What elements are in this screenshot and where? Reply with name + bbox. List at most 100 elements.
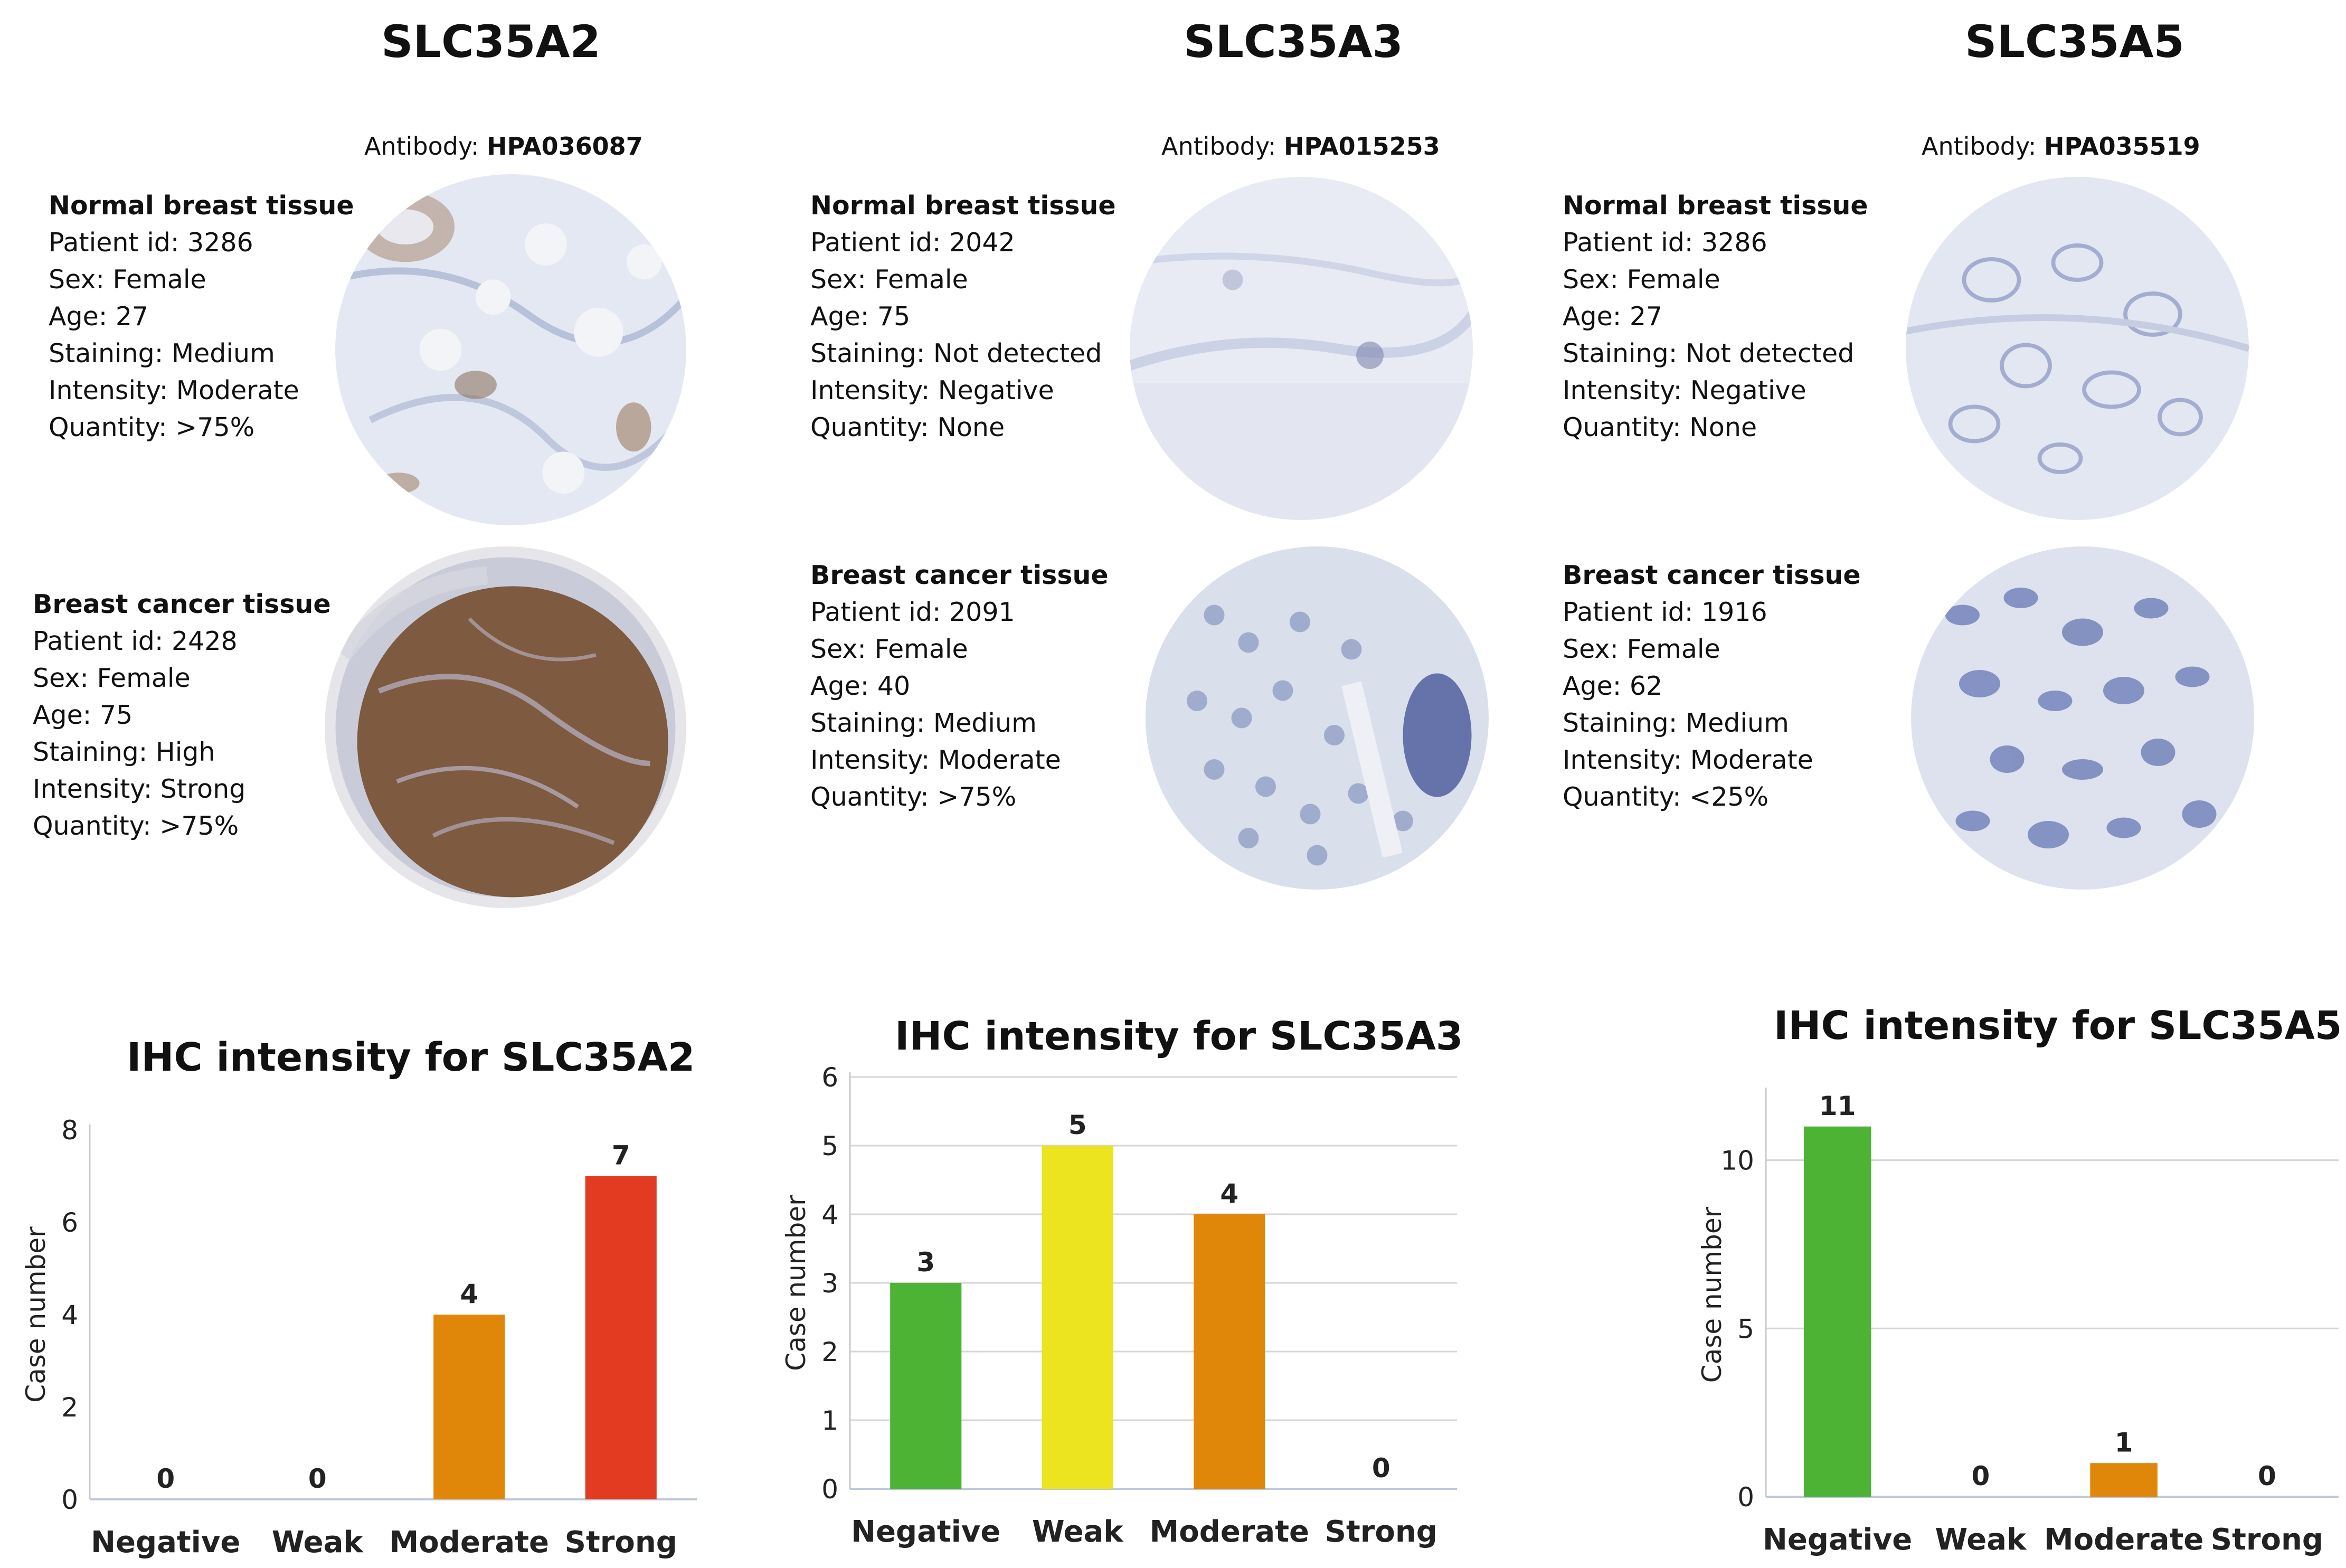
info-line: Age: 40 <box>810 671 911 701</box>
bar-strong <box>585 1176 657 1499</box>
y-tick-label: 10 <box>1720 1146 1754 1176</box>
y-tick-label: 1 <box>821 1405 838 1436</box>
bar-chart-slc35a3: 0 1 2 3 4 5 6 Case number 3 Negative 5 Weak 4 Moderat… <box>781 1062 1457 1549</box>
info-line: Sex: Female <box>1563 265 1720 295</box>
value-label: 3 <box>916 1247 935 1278</box>
y-axis-label: Case number <box>1697 1206 1727 1383</box>
info-line: Intensity: Negative <box>1563 375 1806 405</box>
info-line: Quantity: >75% <box>810 782 1017 812</box>
value-label: 0 <box>1971 1461 1990 1491</box>
x-tick-label: Moderate <box>390 1525 549 1560</box>
info-line: Sex: Female <box>1563 634 1720 664</box>
tissue-image-cancer-slc35a2 <box>325 546 686 908</box>
value-label: 11 <box>1819 1091 1856 1121</box>
antibody-id: HPA036087 <box>486 132 643 160</box>
value-label: 0 <box>1372 1453 1390 1484</box>
value-label: 0 <box>156 1463 175 1494</box>
bar-negative <box>890 1283 962 1489</box>
bar-weak <box>1042 1146 1113 1489</box>
value-label: 1 <box>2115 1427 2133 1458</box>
antibody-label: Antibody: <box>364 132 479 160</box>
tissue-image-normal-slc35a5 <box>1906 177 2249 520</box>
info-heading: Breast cancer tissue <box>33 589 331 619</box>
y-tick-label: 8 <box>61 1115 78 1146</box>
info-line: Patient id: 1916 <box>1563 597 1767 627</box>
info-line: Sex: Female <box>33 663 191 693</box>
value-label: 0 <box>308 1463 327 1494</box>
antibody-label: Antibody: <box>1161 132 1276 160</box>
info-line: Quantity: None <box>810 412 1005 442</box>
info-line: Age: 27 <box>1563 301 1663 332</box>
antibody-slc35a2: Antibody: HPA036087 <box>364 132 643 160</box>
gene-title-slc35a5: SLC35A5 <box>1964 16 2185 68</box>
x-tick-label: Negative <box>1763 1523 1912 1557</box>
antibody-label: Antibody: <box>1922 132 2037 160</box>
info-line: Patient id: 2428 <box>33 626 238 656</box>
info-line: Quantity: None <box>1563 412 1757 442</box>
value-label: 7 <box>612 1140 630 1171</box>
bar-chart-slc35a5: 0 5 10 Case number 11 Negative 0 Weak 1 Moderate 0… <box>1697 1088 2339 1557</box>
y-tick-label: 0 <box>61 1485 78 1515</box>
info-line: Intensity: Negative <box>810 375 1054 405</box>
bar-moderate <box>1194 1214 1265 1489</box>
x-tick-label: Weak <box>1935 1523 2027 1557</box>
info-heading: Breast cancer tissue <box>1563 560 1861 590</box>
bar-moderate <box>2090 1463 2158 1497</box>
y-tick-label: 4 <box>821 1199 838 1230</box>
info-line: Age: 75 <box>810 301 911 332</box>
y-tick-label: 2 <box>61 1392 78 1423</box>
x-tick-label: Moderate <box>1150 1515 1309 1549</box>
info-line: Quantity: <25% <box>1563 782 1769 812</box>
antibody-id: HPA015253 <box>1283 132 1440 160</box>
tissue-image-cancer-slc35a5 <box>1911 546 2254 890</box>
y-tick-label: 6 <box>61 1207 78 1238</box>
x-tick-label: Strong <box>1325 1515 1437 1549</box>
info-line: Staining: Medium <box>810 708 1037 738</box>
bar-moderate <box>433 1315 505 1499</box>
info-line: Sex: Female <box>49 265 206 295</box>
y-tick-label: 5 <box>1737 1314 1754 1344</box>
chart-title-slc35a2: IHC intensity for SLC35A2 <box>127 1035 695 1080</box>
y-tick-label: 4 <box>61 1300 78 1330</box>
value-label: 5 <box>1068 1110 1087 1140</box>
info-line: Staining: Not detected <box>1563 338 1855 369</box>
x-tick-label: Negative <box>851 1515 1000 1549</box>
cancer-info-slc35a2: Breast cancer tissue Patient id: 2428 Se… <box>33 586 331 845</box>
info-line: Patient id: 3286 <box>1563 228 1767 258</box>
x-tick-label: Negative <box>91 1525 240 1560</box>
info-line: Intensity: Strong <box>33 774 246 804</box>
bar-chart-slc35a2: 0 2 4 6 8 Case number 0 Negative 0 Weak 4 Moderate 7… <box>21 1115 697 1560</box>
y-tick-label: 2 <box>821 1337 838 1367</box>
info-line: Age: 62 <box>1563 671 1663 701</box>
info-line: Intensity: Moderate <box>810 745 1061 775</box>
y-axis-label: Case number <box>781 1195 811 1371</box>
info-heading: Normal breast tissue <box>49 191 354 221</box>
x-tick-label: Strong <box>565 1525 677 1560</box>
tissue-image-normal-slc35a3 <box>1130 177 1473 520</box>
info-line: Age: 27 <box>49 301 149 332</box>
y-tick-label: 0 <box>821 1474 838 1505</box>
bar-negative <box>1803 1126 1871 1497</box>
info-line: Staining: High <box>33 737 215 767</box>
x-tick-label: Weak <box>1032 1515 1124 1549</box>
info-line: Staining: Not detected <box>810 338 1102 369</box>
cancer-info-slc35a5: Breast cancer tissue Patient id: 1916 Se… <box>1563 557 1861 816</box>
info-heading: Breast cancer tissue <box>810 560 1109 590</box>
info-line: Sex: Female <box>810 634 968 664</box>
value-label: 4 <box>1220 1178 1238 1209</box>
value-label: 4 <box>460 1279 478 1309</box>
gene-title-slc35a3: SLC35A3 <box>1183 16 1404 68</box>
info-line: Patient id: 3286 <box>49 228 253 258</box>
info-line: Patient id: 2042 <box>810 228 1015 258</box>
info-line: Staining: Medium <box>1563 708 1789 738</box>
gene-title-slc35a2: SLC35A2 <box>381 16 601 68</box>
normal-info-slc35a2: Normal breast tissue Patient id: 3286 Se… <box>49 187 354 446</box>
tissue-image-cancer-slc35a3 <box>1146 546 1489 890</box>
x-tick-label: Moderate <box>2044 1523 2203 1557</box>
cancer-info-slc35a3: Breast cancer tissue Patient id: 2091 Se… <box>810 557 1109 816</box>
info-heading: Normal breast tissue <box>1563 191 1868 221</box>
x-tick-label: Weak <box>272 1525 364 1560</box>
y-tick-label: 0 <box>1737 1482 1754 1513</box>
y-tick-label: 3 <box>821 1268 838 1299</box>
chart-title-slc35a3: IHC intensity for SLC35A3 <box>895 1014 1463 1059</box>
